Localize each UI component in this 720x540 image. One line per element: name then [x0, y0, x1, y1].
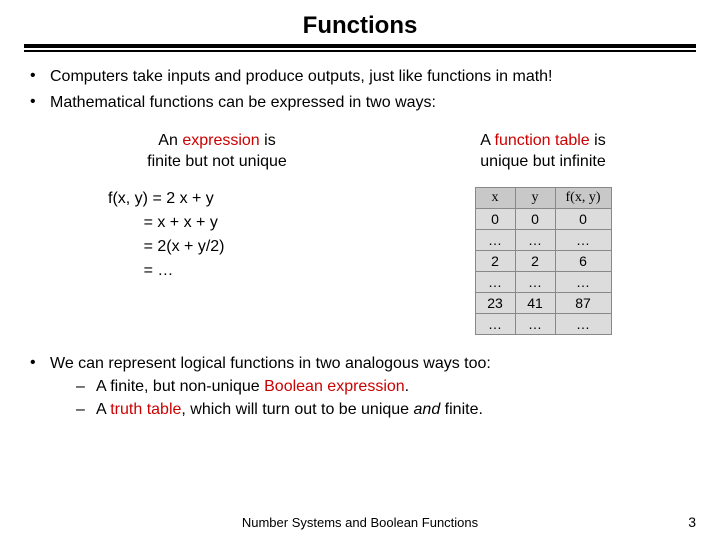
table-cell: 2 [515, 250, 555, 271]
slide-title: Functions [24, 12, 696, 40]
bullet-2-text: Mathematical functions can be expressed … [50, 92, 436, 114]
table-row: ……… [475, 229, 611, 250]
table-cell: … [515, 229, 555, 250]
right-caption-pre: A [480, 132, 494, 149]
sub1-pre: A finite, but non-unique [96, 378, 264, 395]
bullet-dot: • [30, 92, 50, 111]
left-column: An expression isfinite but not unique f(… [24, 131, 390, 335]
sub-bullet-2: – A truth table, which will turn out to … [76, 399, 696, 421]
bottom-bullets: • We can represent logical functions in … [24, 353, 696, 421]
table-cell: 6 [555, 250, 611, 271]
right-column: A function table isunique but infinite x… [390, 131, 696, 335]
table-cell: … [515, 313, 555, 334]
table-cell: 23 [475, 292, 515, 313]
table-cell: 0 [515, 208, 555, 229]
title-rule-thin [24, 50, 696, 52]
top-bullets: • Computers take inputs and produce outp… [24, 66, 696, 113]
bullet-dot: • [30, 66, 50, 85]
left-caption-pre: An [158, 132, 182, 149]
table-cell: … [475, 229, 515, 250]
table-header: y [515, 187, 555, 208]
page-number: 3 [688, 514, 696, 530]
sub-2-text: A truth table, which will turn out to be… [96, 399, 483, 421]
table-cell: … [515, 271, 555, 292]
sub-bullet-1: – A finite, but non-unique Boolean expre… [76, 376, 696, 398]
sub1-emph: Boolean expression [264, 378, 405, 395]
footer-text: Number Systems and Boolean Functions [0, 515, 720, 530]
table-row: ……… [475, 271, 611, 292]
table-cell: 87 [555, 292, 611, 313]
table-cell: … [555, 313, 611, 334]
sub-bullets: – A finite, but non-unique Boolean expre… [50, 376, 696, 421]
function-table: xyf(x, y) 000………226………234187……… [475, 187, 612, 335]
bullet-1-text: Computers take inputs and produce output… [50, 66, 553, 88]
bullet-1: • Computers take inputs and produce outp… [30, 66, 696, 88]
table-cell: … [555, 229, 611, 250]
right-caption-emph: function table [495, 132, 590, 149]
right-caption: A function table isunique but infinite [480, 131, 605, 173]
table-cell: 0 [555, 208, 611, 229]
bullet-3-text: We can represent logical functions in tw… [50, 353, 696, 375]
table-cell: … [555, 271, 611, 292]
table-cell: 41 [515, 292, 555, 313]
sub2-ital: and [414, 401, 441, 418]
sub2-post2: finite. [440, 401, 483, 418]
bullet-3: • We can represent logical functions in … [30, 353, 696, 421]
table-row: ……… [475, 313, 611, 334]
table-header: x [475, 187, 515, 208]
sub-1-text: A finite, but non-unique Boolean express… [96, 376, 409, 398]
table-cell: 2 [475, 250, 515, 271]
table-row: 226 [475, 250, 611, 271]
bullet-dot: • [30, 353, 50, 372]
table-row: 234187 [475, 292, 611, 313]
dash-icon: – [76, 399, 96, 421]
dash-icon: – [76, 376, 96, 398]
bullet-2: • Mathematical functions can be expresse… [30, 92, 696, 114]
sub1-post: . [405, 378, 409, 395]
expression-block: f(x, y) = 2 x + y = x + x + y = 2(x + y/… [84, 187, 224, 283]
table-row: 000 [475, 208, 611, 229]
table-cell: 0 [475, 208, 515, 229]
table-header: f(x, y) [555, 187, 611, 208]
left-caption: An expression isfinite but not unique [147, 131, 327, 173]
sub2-pre: A [96, 401, 110, 418]
left-caption-emph: expression [182, 132, 259, 149]
title-rule-thick [24, 44, 696, 48]
table-cell: … [475, 271, 515, 292]
two-column-area: An expression isfinite but not unique f(… [24, 131, 696, 335]
sub2-emph: truth table [110, 401, 181, 418]
sub2-post: , which will turn out to be unique [181, 401, 413, 418]
table-cell: … [475, 313, 515, 334]
